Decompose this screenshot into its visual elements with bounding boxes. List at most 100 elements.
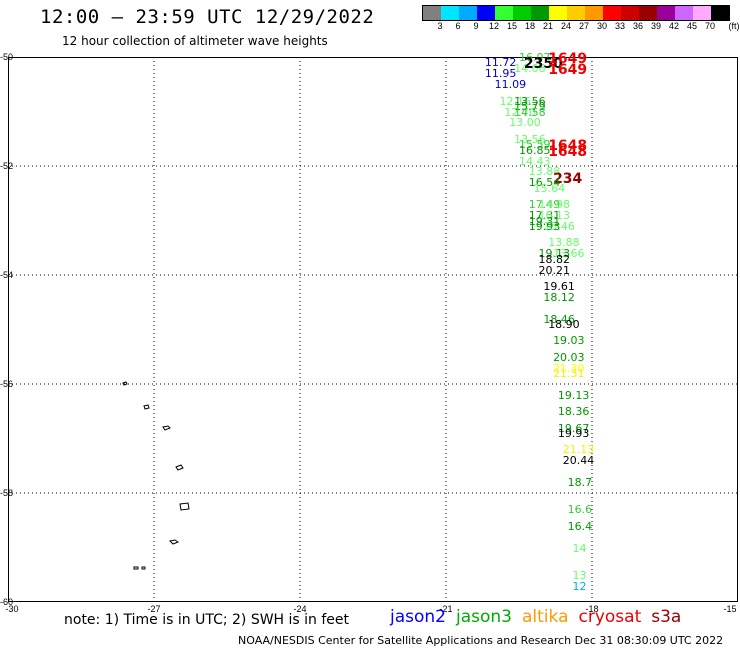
wave-height-label: 20.21	[538, 263, 570, 277]
legend-item-jason3: jason3	[456, 607, 512, 627]
wave-height-label: 15.64	[533, 181, 566, 195]
wave-height-label: 13.00	[509, 116, 541, 130]
color-swatch	[459, 6, 477, 20]
wave-height-label: 13.88	[528, 165, 561, 179]
color-tick-label: 70	[704, 21, 716, 31]
wave-height-label: 19.93	[557, 427, 590, 441]
wave-height-label: 13.66	[553, 247, 585, 261]
wave-height-label: 18.12	[543, 290, 575, 304]
longitude-label: -18	[585, 604, 599, 614]
wave-height-label: 13	[572, 568, 587, 582]
color-swatch	[603, 6, 621, 20]
wave-height-label: 16.6	[567, 503, 593, 517]
legend-item-cryosat: cryosat	[578, 607, 642, 627]
color-swatch	[423, 6, 441, 20]
color-tick-label: 9	[473, 21, 479, 31]
map-subtitle: 12 hour collection of altimeter wave hei…	[62, 34, 328, 48]
wave-height-label: 19.93	[528, 219, 561, 233]
wave-height-label: 14.43	[519, 154, 551, 168]
color-tick-label: 39	[650, 21, 662, 31]
color-tick-label: 33	[614, 21, 626, 31]
footnote: note: 1) Time is in UTC; 2) SWH is in fe…	[64, 612, 350, 628]
color-swatch	[675, 6, 693, 20]
color-swatch	[549, 6, 567, 20]
legend-item-jason2: jason2	[390, 607, 446, 627]
color-swatch	[585, 6, 603, 20]
wave-height-label: 16.54	[528, 176, 561, 190]
pass-time-label: 1648	[548, 138, 588, 155]
latitude-label: -60	[0, 597, 14, 607]
wave-height-label: 19.03	[553, 334, 585, 348]
wave-height-label: 14.08	[514, 61, 546, 75]
island-outline	[143, 404, 150, 410]
wave-height-label: 13.56	[514, 132, 546, 146]
wave-height-label: 16.85	[519, 143, 551, 157]
color-swatch	[513, 6, 531, 20]
longitude-label: -21	[439, 604, 453, 614]
color-swatch	[657, 6, 675, 20]
pass-time-label: 1648	[548, 143, 588, 160]
pass-time-label: 2350	[523, 56, 563, 73]
color-tick-label: 3	[437, 21, 443, 31]
island-outline	[179, 502, 190, 511]
latitude-label: -54	[0, 270, 14, 280]
wave-height-label: 11.09	[494, 78, 527, 92]
wave-height-label: 19.13	[557, 388, 590, 402]
wave-height-label: 16.13	[538, 209, 570, 223]
color-tick-label: 12	[488, 21, 500, 31]
wave-height-label: 11.95	[484, 67, 517, 81]
wave-height-label: 14.98	[538, 198, 570, 212]
color-tick-label: 45	[686, 21, 698, 31]
longitude-label: -15	[723, 604, 737, 614]
wave-height-label: 14.58	[514, 105, 546, 119]
wave-height-label: 19.31	[528, 214, 561, 228]
wave-height-label: 21.13	[562, 443, 595, 457]
wave-height-label: 21.31	[553, 367, 585, 381]
color-tick-label: 18	[524, 21, 536, 31]
wave-height-label: 19.13	[538, 247, 570, 261]
credit-line: NOAA/NESDIS Center for Satellite Applica…	[238, 634, 724, 647]
map-frame	[8, 57, 738, 602]
color-tick-label: 15	[506, 21, 518, 31]
wave-height-label: 17.31	[528, 209, 561, 223]
island-outline	[141, 566, 146, 570]
latitude-label: -56	[0, 379, 14, 389]
wave-height-label: 18.7	[567, 476, 593, 490]
wave-height-label: 18.36	[557, 405, 590, 419]
wave-height-label: 15.59	[519, 138, 551, 152]
island-outlines	[122, 381, 190, 570]
satellite-legend: jason2 jason3 altika cryosat s3a	[390, 607, 691, 627]
color-swatch	[621, 6, 639, 20]
wave-height-label: 18.90	[548, 318, 580, 332]
wave-height-label: 16.07	[519, 51, 551, 64]
pass-time-label: 1649	[548, 51, 588, 67]
color-swatch	[693, 6, 711, 20]
color-tick-label: 24	[560, 21, 572, 31]
pass-time-label: 234	[553, 170, 583, 187]
longitude-label: -27	[147, 604, 161, 614]
wave-height-label: 20.03	[553, 350, 585, 364]
island-outline	[175, 464, 184, 471]
wave-height-label: 17.49	[528, 198, 561, 212]
wave-height-label: 12.70	[504, 105, 536, 119]
color-swatch	[711, 6, 729, 20]
wave-height-label: 12.16	[499, 94, 532, 108]
color-tick-label: 21	[542, 21, 554, 31]
wave-height-label: 15.46	[543, 219, 575, 233]
map-panel	[8, 57, 738, 602]
color-tick-label: 36	[632, 21, 644, 31]
wave-height-label: 12	[572, 579, 587, 593]
wave-height-label: 14	[572, 541, 587, 555]
wave-height-label: 19.67	[557, 421, 590, 435]
latitude-label: -58	[0, 488, 14, 498]
color-swatch	[495, 6, 513, 20]
color-scale-ticks: 3 6 9 12 15 18 21 24 27 30 33 36 39 42 45 70 (ft)	[422, 21, 740, 33]
longitude-label: -30	[5, 604, 19, 614]
color-swatch	[567, 6, 585, 20]
color-tick-label: 27	[578, 21, 590, 31]
latitude-label: -50	[0, 52, 14, 62]
wave-height-label: 15.79	[514, 100, 546, 114]
pass-time-label: 1649	[548, 61, 588, 78]
color-tick-label: (ft)	[728, 21, 740, 31]
island-outline	[133, 566, 139, 570]
